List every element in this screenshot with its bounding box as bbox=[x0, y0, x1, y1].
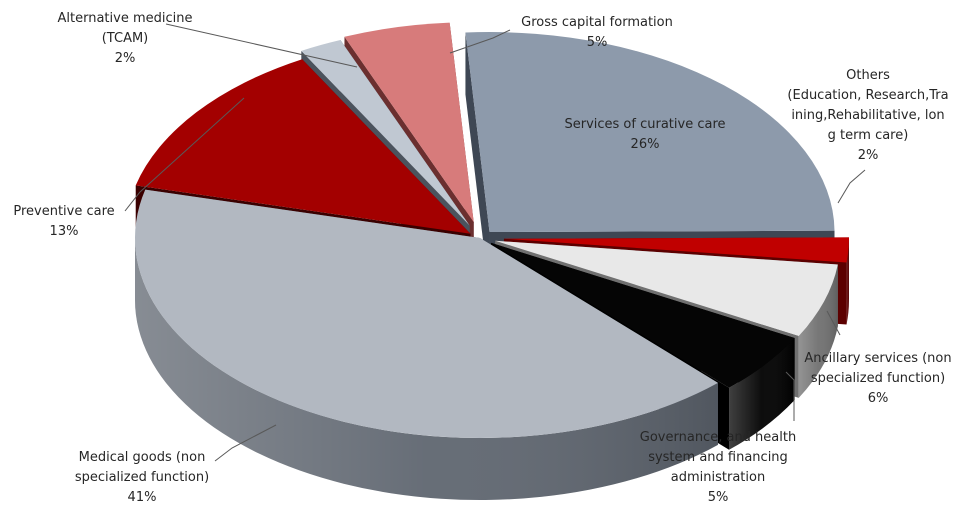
slice-services-of-curative-care bbox=[465, 32, 835, 233]
leader-line-others-education-research-training-rehabilitative-long-term-care bbox=[837, 169, 866, 204]
slice-value-label: 26% bbox=[631, 137, 660, 152]
slice-value-label: 2% bbox=[115, 51, 136, 66]
leader-line-gross-capital-formation bbox=[449, 29, 511, 54]
slice-label-line: administration bbox=[671, 470, 765, 485]
slice-label-services-of-curative-care: Services of curative care 26% bbox=[564, 117, 725, 152]
slice-governance-and-health-system-and-financing-administration bbox=[491, 242, 795, 388]
leader-line-preventive-care bbox=[124, 97, 245, 212]
slice-label-others-education-research-training-rehabilitative-long-term-care: Others (Education, Research,Tra ining,Reha… bbox=[787, 68, 948, 163]
slice-label-line: Services of curative care bbox=[564, 117, 725, 132]
slice-label-line: specialized function) bbox=[75, 470, 209, 485]
slice-side-shade-governance-and-health-system-and-financing-administration-0 bbox=[729, 338, 795, 450]
leader-line-medical-goods-non-specialized-function bbox=[214, 424, 277, 462]
slice-label-gross-capital-formation: Gross capital formation 5% bbox=[521, 15, 673, 50]
leader-lines bbox=[124, 23, 866, 462]
slice-side-shade-others-education-research-training-rehabilitative-long-term-care-0 bbox=[846, 238, 849, 325]
slice-wall-services-of-curative-care-0 bbox=[465, 32, 490, 295]
leader-line-governance-and-health-system-and-financing-administration bbox=[785, 371, 795, 421]
slice-label-line: ining,Rehabilitative, lon bbox=[791, 108, 944, 123]
slice-label-line: Medical goods (non bbox=[79, 450, 206, 465]
slice-medical-goods-non-specialized-function bbox=[134, 189, 718, 439]
slice-value-label: 6% bbox=[868, 391, 889, 406]
slice-label-alternative-medicine-tcam: Alternative medicine (TCAM) 2% bbox=[58, 11, 193, 66]
slice-label-line: Governance, and health bbox=[640, 430, 796, 445]
slice-value-label: 41% bbox=[128, 490, 157, 505]
slice-label-medical-goods-non-specialized-function: Medical goods (non specialized function) 4… bbox=[75, 450, 209, 505]
slice-value-label: 5% bbox=[587, 35, 608, 50]
pie-tops bbox=[134, 22, 849, 439]
slice-side-shade-medical-goods-non-specialized-function-0 bbox=[135, 238, 718, 501]
slice-label-line: (Education, Research,Tra bbox=[787, 88, 948, 103]
slice-label-ancillary-services-non-specialized-function: Ancillary services (non specialized funct… bbox=[804, 351, 951, 406]
slice-preventive-care bbox=[135, 59, 471, 234]
slice-value-label: 2% bbox=[858, 148, 879, 163]
slice-alternative-medicine-tcam bbox=[301, 40, 470, 226]
slice-label-line: g term care) bbox=[828, 128, 909, 143]
slice-label-preventive-care: Preventive care 13% bbox=[13, 204, 114, 239]
leader-line-alternative-medicine-tcam bbox=[165, 23, 358, 68]
leader-line-ancillary-services-non-specialized-function bbox=[826, 310, 841, 336]
slice-label-line: Preventive care bbox=[13, 204, 114, 219]
slice-others-education-research-training-rehabilitative-long-term-care bbox=[503, 237, 849, 263]
slice-label-governance-and-health-system-and-financing-administration: Governance, and health system and financi… bbox=[640, 430, 796, 505]
slice-label-line: Ancillary services (non bbox=[804, 351, 951, 366]
slice-label-line: Alternative medicine bbox=[58, 11, 193, 26]
slice-label-line: (TCAM) bbox=[102, 31, 149, 46]
slice-labels: Services of curative care 26% Others (Educa… bbox=[13, 11, 951, 505]
slice-gross-capital-formation bbox=[344, 22, 474, 223]
slice-ancillary-services-non-specialized-function bbox=[495, 240, 838, 336]
slice-value-label: 5% bbox=[708, 490, 729, 505]
slice-value-label: 13% bbox=[50, 224, 79, 239]
slice-label-line: Gross capital formation bbox=[521, 15, 673, 30]
slice-label-line: system and financing bbox=[648, 450, 788, 465]
slice-side-shade-ancillary-services-non-specialized-function-0 bbox=[798, 264, 838, 398]
slice-label-line: Others bbox=[846, 68, 890, 83]
slice-label-line: specialized function) bbox=[811, 371, 945, 386]
